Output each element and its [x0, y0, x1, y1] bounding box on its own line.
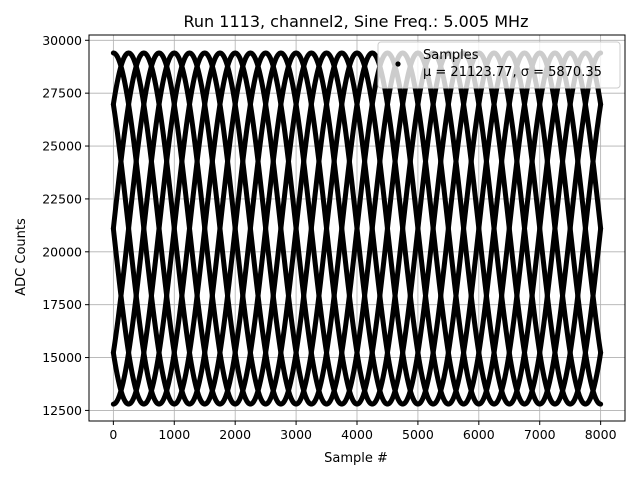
y-tick-label: 17500: [42, 297, 82, 312]
sample-trace: [110, 50, 604, 407]
x-tick-label: 2000: [219, 427, 251, 442]
y-tick-label: 30000: [42, 33, 82, 48]
y-tick-label: 25000: [42, 139, 82, 154]
x-tick-label: 0: [109, 427, 117, 442]
x-tick-label: 5000: [402, 427, 434, 442]
legend-box: [377, 41, 621, 89]
y-tick-label: 22500: [42, 191, 82, 206]
sample-trace: [110, 50, 604, 407]
x-axis-ticks: 0 1000 2000 3000 4000 5000 6000 7000 8000: [109, 421, 617, 442]
x-tick-label: 6000: [463, 427, 495, 442]
legend-stats-label: μ = 21123.77, σ = 5870.35: [423, 65, 602, 80]
chart-title: Run 1113, channel2, Sine Freq.: 5.005 MH…: [184, 12, 529, 31]
y-tick-label: 20000: [42, 244, 82, 259]
y-tick-label: 27500: [42, 86, 82, 101]
x-tick-label: 8000: [585, 427, 617, 442]
y-tick-label: 15000: [42, 350, 82, 365]
legend: Samples μ = 21123.77, σ = 5870.35: [377, 41, 621, 89]
legend-series-label: Samples: [423, 48, 479, 63]
y-axis-label: ADC Counts: [14, 218, 29, 296]
legend-marker: [395, 61, 401, 67]
sample-trace: [110, 50, 604, 407]
x-axis-label: Sample #: [324, 451, 388, 466]
y-axis-ticks: 12500 15000 17500 20000 22500 25000 27500 30000: [42, 33, 89, 418]
y-tick-label: 12500: [42, 403, 82, 418]
x-tick-label: 3000: [280, 427, 312, 442]
x-tick-label: 1000: [158, 427, 190, 442]
sample-trace: [110, 50, 604, 407]
data-traces: [110, 50, 604, 407]
x-tick-label: 7000: [524, 427, 556, 442]
x-tick-label: 4000: [341, 427, 373, 442]
